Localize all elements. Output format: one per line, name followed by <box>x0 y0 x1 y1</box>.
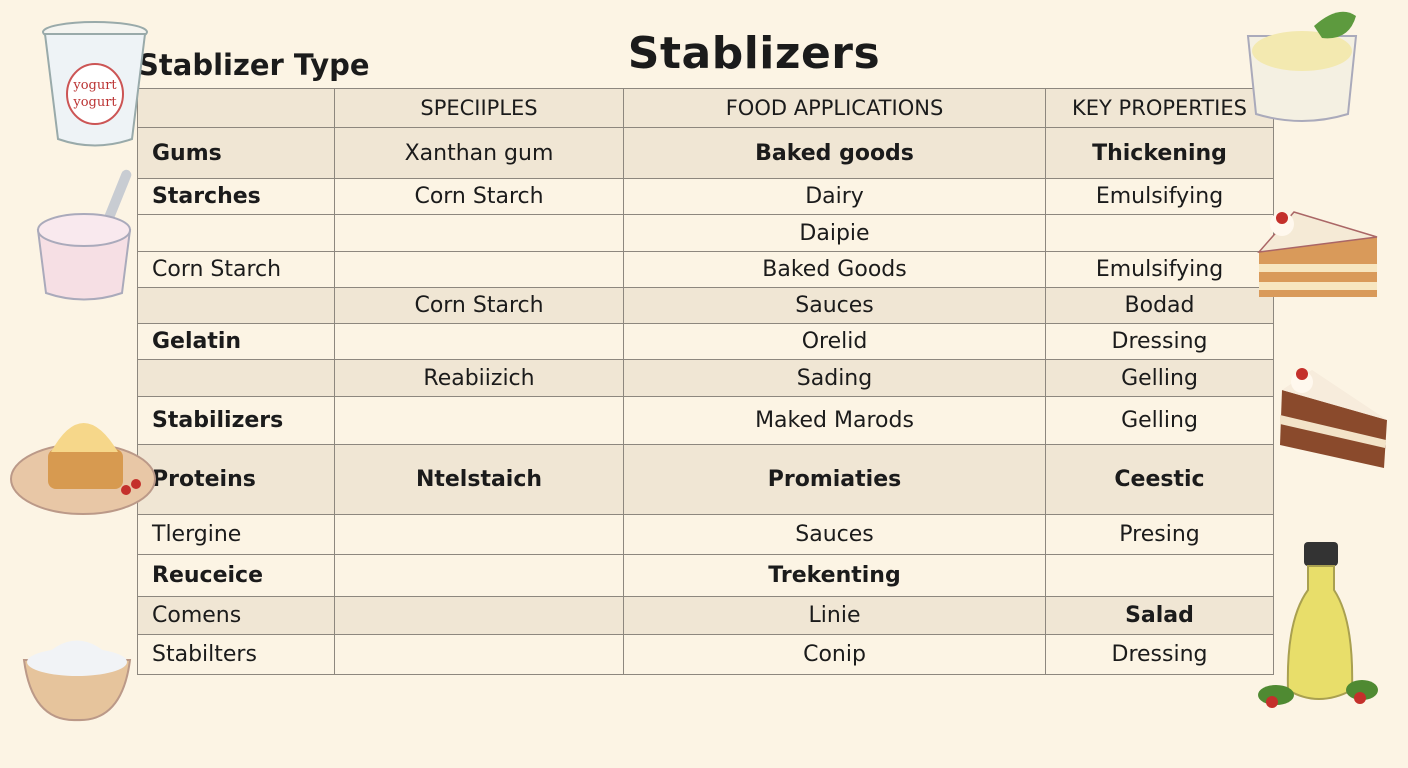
table-cell: Trekenting <box>623 554 1046 597</box>
table-row: Reabiizich Sading Gelling <box>137 359 1274 397</box>
stabilizer-type-label: Stablizer Type <box>138 48 370 82</box>
column-header: KEY PROPERTIES <box>1045 88 1274 128</box>
table-cell: Gums <box>137 127 335 179</box>
table-cell: Sauces <box>623 287 1046 324</box>
table-cell: Baked Goods <box>623 251 1046 288</box>
table-cell <box>334 634 624 675</box>
table-cell: Reuceice <box>137 554 335 597</box>
table-cell: Corn Starch <box>137 251 335 288</box>
table-cell: Corn Starch <box>334 287 624 324</box>
table-row: Gelatin Orelid Dressing <box>137 323 1274 360</box>
salad-dressing-bottle-icon <box>1258 542 1378 708</box>
table-row: Daipie <box>137 214 1274 252</box>
table-header-row: SPECIIPLES FOOD APPLICATIONS KEY PROPERTIE… <box>137 88 1274 128</box>
table-cell <box>334 396 624 445</box>
table-cell <box>1045 554 1274 597</box>
table-cell: Sading <box>623 359 1046 397</box>
cream-bowl-icon <box>22 640 132 722</box>
table-cell: Orelid <box>623 323 1046 360</box>
table-cell <box>137 214 335 252</box>
table-cell: Salad <box>1045 596 1274 635</box>
table-cell: Daipie <box>623 214 1046 252</box>
cream-dessert-icon <box>10 423 156 515</box>
table-cell: Gelling <box>1045 359 1274 397</box>
table-row: Stabilizers Maked Marods Gelling <box>137 396 1274 445</box>
table-row: Reuceice Trekenting <box>137 554 1274 597</box>
table-cell: Emulsifying <box>1045 178 1274 215</box>
table-cell <box>137 287 335 324</box>
table-cell: Maked Marods <box>623 396 1046 445</box>
table-cell <box>334 596 624 635</box>
table-row: Proteins Ntelstaich Promiaties Ceestic <box>137 444 1274 515</box>
table-cell: Emulsifying <box>1045 251 1274 288</box>
yogurt-logo-text: yogurt <box>72 95 117 110</box>
layer-cake-icon <box>1280 368 1387 468</box>
table-cell: Thickening <box>1045 127 1274 179</box>
table-cell: Gelatin <box>137 323 335 360</box>
table-cell <box>334 251 624 288</box>
table-cell: Bodad <box>1045 287 1274 324</box>
pudding-cup-icon <box>1246 11 1358 122</box>
table-cell: Ntelstaich <box>334 444 624 515</box>
column-header <box>137 88 335 128</box>
yogurt-logo-text: yogurt <box>72 78 117 93</box>
stabilizers-table: SPECIIPLES FOOD APPLICATIONS KEY PROPERTIE… <box>137 88 1274 675</box>
table-cell <box>1045 214 1274 252</box>
column-header: SPECIIPLES <box>334 88 624 128</box>
table-cell <box>334 214 624 252</box>
table-cell: Comens <box>137 596 335 635</box>
table-cell: Stabilters <box>137 634 335 675</box>
page-title: Stablizers <box>627 28 881 79</box>
column-header: FOOD APPLICATIONS <box>623 88 1046 128</box>
table-cell: Dressing <box>1045 323 1274 360</box>
table-cell: Tlergine <box>137 514 335 555</box>
table-cell <box>334 554 624 597</box>
table-cell: Promiaties <box>623 444 1046 515</box>
table-cell: Dairy <box>623 178 1046 215</box>
table-cell: Ceestic <box>1045 444 1274 515</box>
table-cell: Baked goods <box>623 127 1046 179</box>
table-row: Stabilters Conip Dressing <box>137 634 1274 675</box>
table-row: Gums Xanthan gum Baked goods Thickening <box>137 127 1274 179</box>
table-cell: Sauces <box>623 514 1046 555</box>
table-cell: Corn Starch <box>334 178 624 215</box>
table-cell: Proteins <box>137 444 335 515</box>
table-row: Starches Corn Starch Dairy Emulsifying <box>137 178 1274 215</box>
table-row: Tlergine Sauces Presing <box>137 514 1274 555</box>
table-row: Comens Linie Salad <box>137 596 1274 635</box>
table-cell: Reabiizich <box>334 359 624 397</box>
table-cell: Gelling <box>1045 396 1274 445</box>
yogurt-cup-icon: yogurt yogurt <box>42 21 148 147</box>
table-cell: Stabilizers <box>137 396 335 445</box>
table-cell <box>137 359 335 397</box>
table-cell: Conip <box>623 634 1046 675</box>
table-cell: Xanthan gum <box>334 127 624 179</box>
table-cell: Linie <box>623 596 1046 635</box>
table-cell <box>334 323 624 360</box>
cake-slice-icon <box>1257 211 1378 297</box>
table-row: Corn Starch Sauces Bodad <box>137 287 1274 324</box>
yogurt-bowl-spoon-icon <box>36 169 132 301</box>
table-cell <box>334 514 624 555</box>
table-cell: Dressing <box>1045 634 1274 675</box>
table-cell: Starches <box>137 178 335 215</box>
table-cell: Presing <box>1045 514 1274 555</box>
table-row: Corn Starch Baked Goods Emulsifying <box>137 251 1274 288</box>
